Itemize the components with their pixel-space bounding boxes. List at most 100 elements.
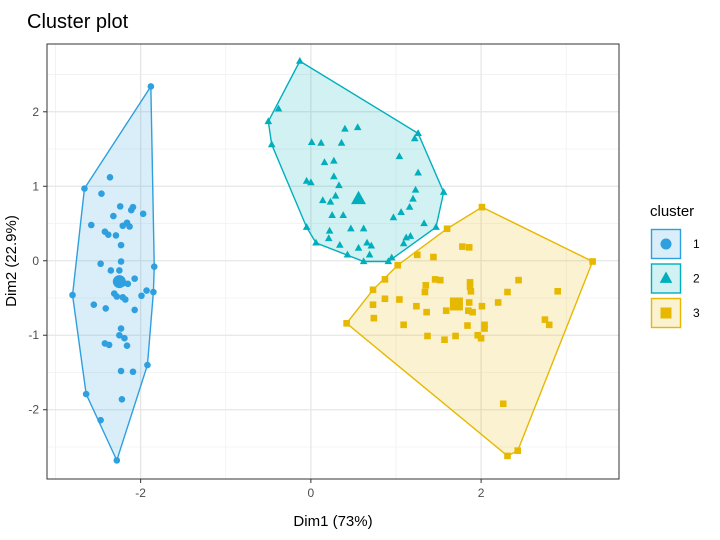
cluster-3-point (459, 243, 466, 250)
cluster-2-point (359, 224, 368, 232)
cluster-3-point (443, 225, 451, 233)
cluster-1-point (81, 185, 88, 192)
cluster-3-point (413, 251, 421, 259)
cluster-2-point (409, 194, 417, 202)
legend: cluster 1 2 3 (650, 203, 700, 329)
y-tick-label: 0 (32, 254, 39, 268)
cluster-3-point (436, 276, 444, 284)
cluster-2-point (384, 257, 393, 265)
grid (47, 44, 619, 479)
cluster-3-point (343, 320, 350, 327)
cluster-2-point (330, 156, 338, 164)
cluster-2-point (302, 176, 311, 184)
cluster-2-point (318, 196, 327, 204)
cluster-3-point (478, 302, 486, 310)
cluster-3-point (431, 276, 439, 283)
cluster-3-point (504, 452, 511, 460)
y-tick-label: -1 (28, 328, 39, 342)
cluster-2-point (341, 124, 349, 132)
legend-square-icon (660, 307, 672, 319)
cluster-1-point (143, 287, 150, 294)
x-tick-label: -2 (135, 486, 146, 500)
y-tick-label: 2 (32, 105, 39, 119)
cluster-3-point (394, 261, 401, 269)
cluster-2-point (367, 241, 376, 249)
cluster-1-point (131, 306, 138, 314)
cluster-2-point (296, 56, 304, 64)
cluster-3-point (369, 301, 377, 309)
cluster-1-point (117, 325, 125, 332)
cluster-1-point (69, 291, 76, 299)
cluster-2-point (439, 188, 448, 195)
cluster-2-center (351, 190, 367, 205)
cluster-2-point (325, 226, 334, 234)
cluster-2-point (347, 224, 355, 232)
cluster-3-point (466, 283, 474, 291)
cluster-1-point (82, 390, 90, 398)
cluster-1-point (144, 361, 151, 369)
cluster-2-point (267, 140, 276, 148)
cluster-3-point (481, 321, 488, 329)
cluster-2-point (324, 234, 333, 242)
cluster-2-point (343, 250, 352, 258)
legend-circle-icon (660, 238, 672, 250)
cluster-2-point (399, 239, 408, 247)
cluster-2-point (406, 232, 415, 239)
chart-title: Cluster plot (27, 11, 129, 33)
cluster-1-point (126, 223, 133, 230)
cluster-1-point (97, 416, 104, 424)
cluster-1-point (123, 342, 131, 349)
cluster-3-point (474, 331, 482, 339)
cluster-2-point (405, 202, 414, 210)
cluster-2-point (395, 152, 404, 160)
cluster-2-point (274, 104, 283, 112)
cluster-2-point (365, 250, 374, 258)
cluster-2-point (302, 223, 311, 230)
cluster-3-point (452, 332, 459, 340)
cluster-1-point (117, 258, 125, 265)
cluster-3-point (541, 316, 549, 323)
cluster-2-point (411, 185, 420, 193)
cluster-2-point (339, 211, 348, 218)
cluster-2-point (337, 138, 346, 146)
cluster-2-point (312, 238, 320, 246)
cluster-1-point (139, 210, 147, 218)
cluster-1-point (116, 267, 123, 274)
cluster-2-point (336, 240, 344, 248)
cluster-2-point (389, 213, 398, 221)
cluster-1-point (129, 368, 137, 376)
cluster-1-point (117, 367, 125, 375)
cluster-1-point (131, 275, 138, 282)
cluster-3-point (464, 322, 471, 329)
cluster-2-point (353, 123, 362, 131)
cluster-1-point (118, 395, 126, 403)
y-tick-label: -2 (28, 403, 39, 417)
x-tick-label: 0 (308, 486, 315, 500)
cluster-1-point (150, 288, 157, 296)
cluster-1-point (147, 83, 155, 90)
cluster-3-point (481, 325, 488, 332)
legend-triangle-icon (659, 271, 673, 283)
cluster-3-point (430, 253, 437, 261)
cluster-1-point (104, 231, 112, 238)
x-axis-label: Dim1 (73%) (293, 513, 372, 530)
cluster-2-point (307, 178, 315, 186)
cluster-3-point (370, 314, 378, 322)
cluster-3-point (442, 307, 450, 314)
cluster-3-point (381, 276, 389, 283)
cluster-3-point (504, 288, 511, 296)
cluster-1-center (112, 275, 126, 289)
cluster-1-point (98, 190, 105, 198)
cluster-1-point (105, 341, 113, 349)
cluster-3-point (381, 295, 389, 303)
cluster-1-point (124, 280, 132, 288)
axes: -2 0 2 -2 -1 0 1 2 (28, 105, 484, 500)
cluster-3-point (422, 282, 430, 289)
cluster-3-point (589, 258, 596, 265)
cluster-1-point (112, 232, 120, 239)
cluster-1-point (110, 212, 117, 220)
cluster-3-point (554, 287, 562, 295)
cluster-1-point (127, 206, 135, 214)
cluster-2-point (307, 138, 316, 145)
